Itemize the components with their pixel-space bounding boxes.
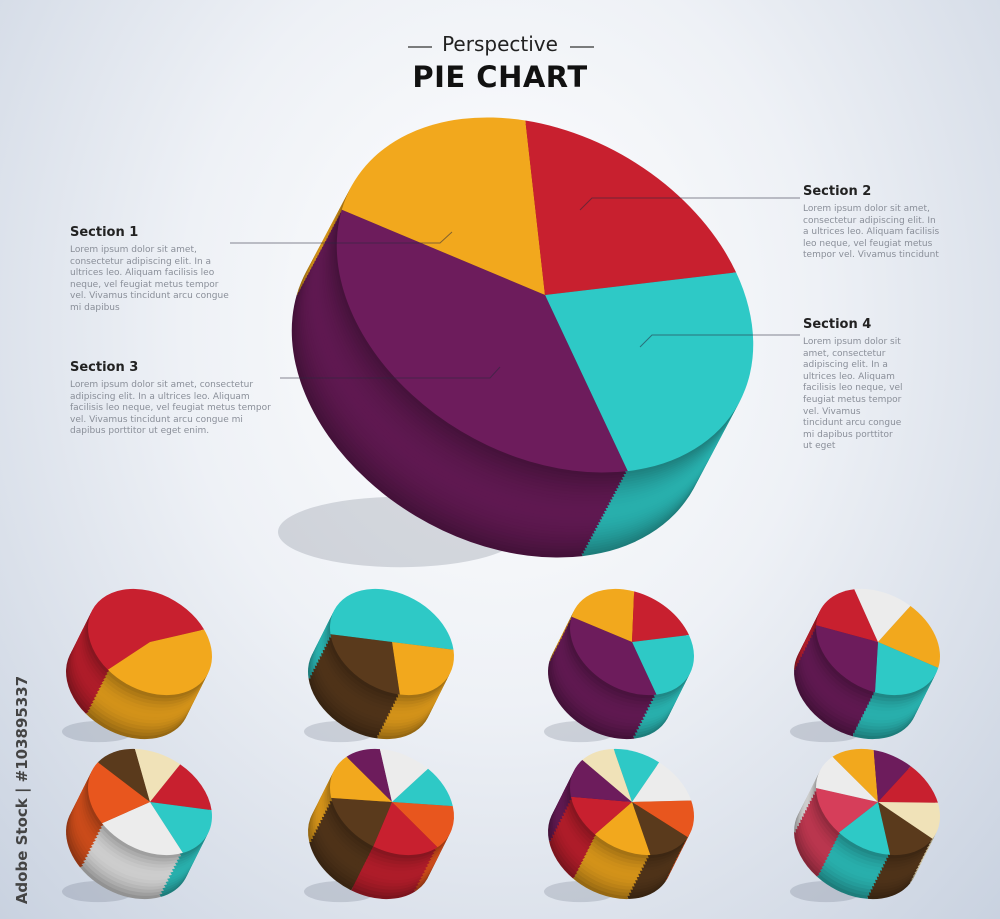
section-label: Section 4 Lorem ipsum dolor sit amet, con… (803, 317, 903, 453)
section-title: Section 4 (803, 317, 872, 332)
pie-slice (134, 748, 181, 802)
watermark: Adobe Stock | #103895337 (13, 675, 31, 905)
pie-slice (873, 750, 911, 802)
pie-slice (816, 589, 878, 642)
pie-slice (878, 802, 933, 856)
pie-slice (150, 764, 212, 811)
section-title: Section 2 (803, 184, 872, 199)
section-text: Lorem ipsum dolor sit amet, consectetur … (803, 204, 940, 261)
pie-slice (816, 756, 878, 802)
pie-slice (878, 802, 940, 839)
pie-slice (336, 209, 628, 473)
section-label: Section 1 Lorem ipsum dolor sit amet, con… (70, 225, 230, 315)
pie-slice (341, 117, 545, 295)
pie-slice (570, 759, 632, 802)
leader-line (280, 366, 501, 379)
section-text: Lorem ipsum dolor sit amet, consectetur … (803, 337, 903, 452)
pie-slice (878, 605, 940, 668)
pie-slice (331, 797, 392, 847)
pie-slice (373, 802, 438, 856)
pie-slice (632, 802, 688, 856)
pie-slice (525, 120, 737, 295)
section-text: Lorem ipsum dolor sit amet, consectetur … (70, 380, 271, 437)
pie-slice (330, 756, 392, 802)
pie-slice (570, 616, 657, 696)
pie-slice (613, 748, 660, 802)
chart-title: PIE CHART (412, 60, 588, 94)
pie-slice (88, 762, 150, 824)
section-title: Section 3 (70, 360, 139, 375)
pie-slice (392, 642, 454, 696)
pie-slice (582, 748, 632, 802)
pie-slice (392, 802, 454, 848)
pie-slice (97, 748, 150, 802)
pie-slice (632, 762, 692, 802)
pie-slice (878, 766, 938, 803)
pie-slice (101, 802, 183, 856)
pie-slice (632, 591, 689, 642)
pie-slice (571, 588, 635, 642)
pie-slice (330, 588, 454, 650)
pie-slice (107, 629, 212, 696)
pie-slice (379, 749, 429, 802)
pie-slice (545, 272, 754, 472)
pie-slice (594, 802, 651, 856)
section-text: Lorem ipsum dolor sit amet, consectetur … (70, 245, 229, 313)
pie-slice (570, 796, 632, 835)
pie-slice (816, 788, 878, 833)
pie-slice (838, 802, 891, 855)
pie-slice (632, 800, 694, 838)
chart-subtitle: Perspective (442, 32, 558, 56)
leader-line (230, 231, 453, 244)
pie-slice (874, 642, 939, 696)
pie-slice (816, 625, 878, 693)
section-label: Section 2 Lorem ipsum dolor sit amet, con… (803, 184, 943, 262)
pie-slice (854, 588, 911, 642)
pie-slice (632, 635, 694, 695)
pie-slice (392, 768, 453, 807)
pie-slice (88, 588, 205, 670)
pie-slice (150, 802, 212, 853)
pie-slice (330, 634, 400, 695)
pie-slice (832, 748, 878, 802)
leader-line (639, 334, 800, 348)
leader-line (579, 197, 800, 211)
section-title: Section 1 (70, 225, 139, 240)
section-label: Section 3 Lorem ipsum dolor sit amet, con… (70, 360, 275, 438)
pie-slice (346, 748, 392, 802)
